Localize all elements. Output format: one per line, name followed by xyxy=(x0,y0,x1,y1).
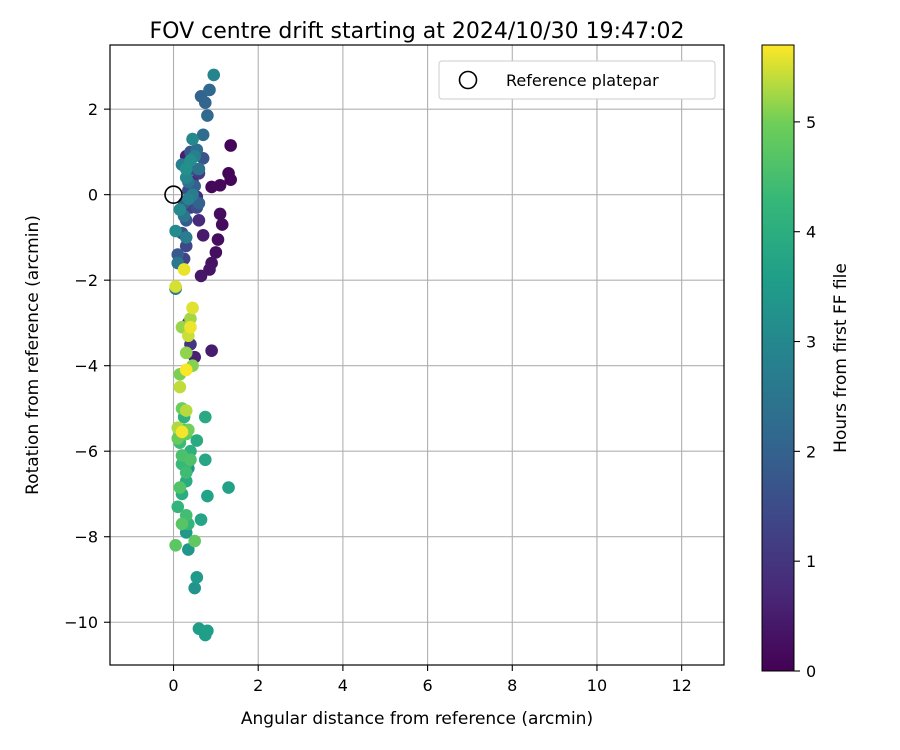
data-point xyxy=(177,263,191,276)
data-point xyxy=(171,500,185,514)
data-point xyxy=(213,207,227,221)
colorbar-tick-label: 2 xyxy=(806,442,816,461)
data-point xyxy=(179,346,193,360)
legend-marker-icon xyxy=(458,70,478,90)
data-point xyxy=(198,453,212,467)
x-tick-label: 12 xyxy=(671,676,691,695)
reference-platepar-marker xyxy=(164,185,183,204)
colorbar-tick-label: 4 xyxy=(806,223,816,242)
colorbar-tick-label: 0 xyxy=(806,662,816,681)
y-tick-label: 0 xyxy=(88,186,98,205)
x-tick-label: 10 xyxy=(587,676,607,695)
data-point xyxy=(173,203,187,216)
colorbar-tick-label: 5 xyxy=(806,113,816,132)
x-tick-label: 6 xyxy=(422,676,432,695)
colorbar-tick-label: 3 xyxy=(806,333,816,352)
data-point xyxy=(173,380,187,394)
x-tick-label: 4 xyxy=(338,676,348,695)
data-point xyxy=(192,162,206,176)
data-point xyxy=(190,571,204,584)
x-tick-label: 0 xyxy=(168,676,178,695)
y-tick-label: −2 xyxy=(74,271,98,290)
data-point xyxy=(192,214,206,227)
data-point xyxy=(179,404,193,417)
data-point xyxy=(175,425,189,439)
data-point xyxy=(179,363,193,377)
data-point xyxy=(196,228,210,242)
x-tick-label: 8 xyxy=(507,676,517,695)
legend: Reference platepar xyxy=(438,60,716,100)
data-point xyxy=(194,513,208,526)
y-tick-label: −6 xyxy=(74,442,98,461)
data-point xyxy=(184,320,197,334)
data-point xyxy=(179,466,193,479)
y-tick-label: 2 xyxy=(88,100,98,119)
x-axis-ticks: 0 2 4 6 8 10 12 xyxy=(168,665,692,695)
data-point xyxy=(190,434,204,447)
data-point xyxy=(203,83,216,97)
data-point xyxy=(224,173,237,186)
data-point xyxy=(186,301,199,315)
data-point xyxy=(194,269,208,283)
data-point xyxy=(215,218,229,231)
data-point xyxy=(175,517,189,531)
legend-box xyxy=(438,60,716,100)
data-point xyxy=(222,481,235,494)
data-point xyxy=(179,162,193,176)
data-point xyxy=(205,344,218,358)
y-axis-ticks: −10 −8 −6 −4 −2 0 2 xyxy=(64,100,110,632)
colorbar: 0 1 2 3 4 5 Hours from first FF file xyxy=(761,44,851,681)
colorbar-ticks: 0 1 2 3 4 5 xyxy=(794,113,816,681)
colorbar-gradient xyxy=(761,44,795,672)
data-point xyxy=(196,128,210,142)
data-point xyxy=(201,489,214,503)
legend-entry-reference: Reference platepar xyxy=(506,71,659,90)
y-axis-label: Rotation from reference (arcmin) xyxy=(23,215,43,495)
data-point xyxy=(182,192,195,206)
x-axis-label: Angular distance from reference (arcmin) xyxy=(241,709,593,729)
data-point xyxy=(205,180,218,194)
data-point xyxy=(186,132,199,146)
data-point xyxy=(169,280,182,293)
colorbar-tick-label: 1 xyxy=(806,552,816,571)
chart-title: FOV centre drift starting at 2024/10/30 … xyxy=(150,19,685,44)
x-tick-label: 2 xyxy=(253,676,263,695)
data-point xyxy=(198,96,212,110)
data-point xyxy=(211,233,225,246)
scatter-points xyxy=(169,68,237,642)
data-point xyxy=(209,246,223,259)
data-point xyxy=(169,538,182,552)
data-point xyxy=(201,624,214,638)
data-point xyxy=(201,109,214,122)
data-point xyxy=(207,68,221,82)
y-tick-label: −4 xyxy=(74,357,98,376)
grid xyxy=(110,45,724,665)
y-tick-label: −10 xyxy=(64,613,98,632)
y-tick-label: −8 xyxy=(74,528,98,547)
data-point xyxy=(179,231,193,244)
data-point xyxy=(169,224,182,238)
data-point xyxy=(198,410,212,424)
data-point xyxy=(173,481,187,494)
data-point xyxy=(224,139,237,152)
data-point xyxy=(184,453,197,467)
colorbar-label: Hours from first FF file xyxy=(831,263,851,453)
plot-frame xyxy=(109,44,725,666)
data-point xyxy=(188,534,201,548)
data-point xyxy=(188,581,201,595)
